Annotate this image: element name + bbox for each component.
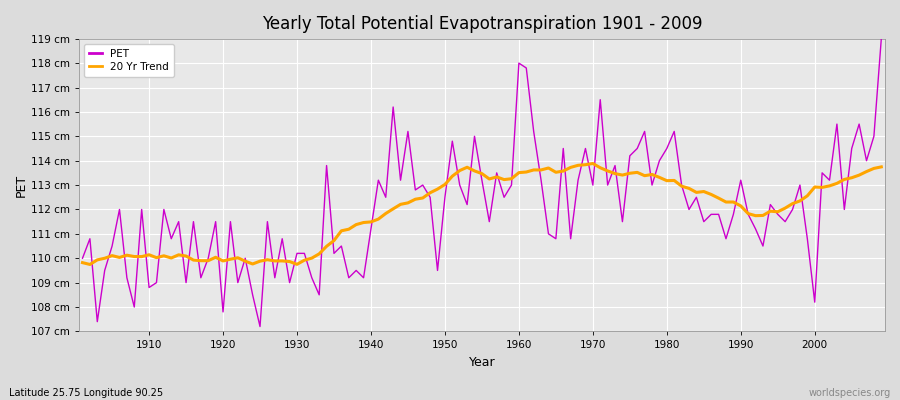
PET [514, 61, 525, 66]
PET [351, 268, 362, 273]
Legend: PET, 20 Yr Trend: PET, 20 Yr Trend [84, 44, 174, 78]
20 Yr Trend [617, 173, 628, 178]
PET [136, 207, 147, 212]
PET [876, 36, 886, 41]
Line: 20 Yr Trend: 20 Yr Trend [83, 164, 881, 264]
PET [77, 256, 88, 261]
20 Yr Trend [521, 170, 532, 174]
20 Yr Trend [514, 170, 525, 175]
PET [306, 275, 317, 280]
Line: PET: PET [83, 39, 881, 326]
20 Yr Trend [85, 262, 95, 267]
20 Yr Trend [351, 222, 362, 227]
Text: worldspecies.org: worldspecies.org [809, 388, 891, 398]
X-axis label: Year: Year [469, 356, 495, 369]
PET [609, 163, 620, 168]
Title: Yearly Total Potential Evapotranspiration 1901 - 2009: Yearly Total Potential Evapotranspiratio… [262, 15, 702, 33]
20 Yr Trend [876, 164, 886, 169]
PET [521, 66, 532, 70]
20 Yr Trend [144, 252, 155, 257]
20 Yr Trend [588, 161, 598, 166]
Y-axis label: PET: PET [15, 174, 28, 197]
Text: Latitude 25.75 Longitude 90.25: Latitude 25.75 Longitude 90.25 [9, 388, 163, 398]
20 Yr Trend [77, 260, 88, 265]
PET [255, 324, 266, 329]
20 Yr Trend [306, 256, 317, 260]
